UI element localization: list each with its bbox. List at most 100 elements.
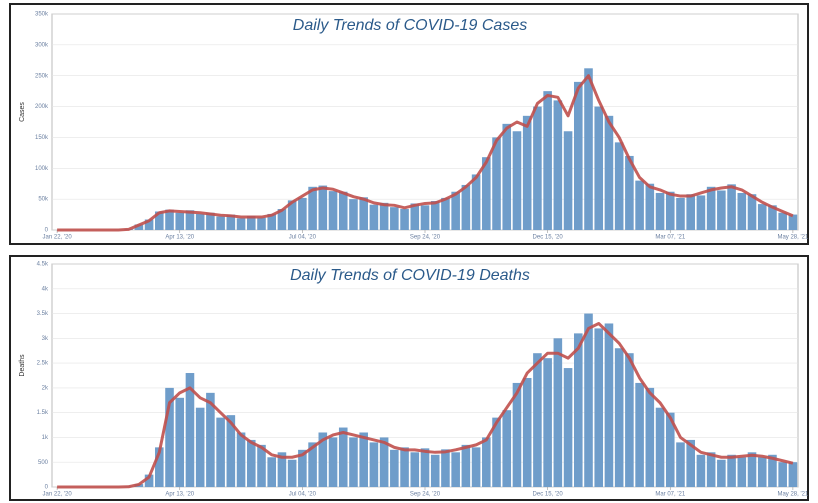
bar xyxy=(727,454,736,487)
bar xyxy=(727,184,736,230)
bar xyxy=(573,81,583,230)
x-tick-label: Mar 07, '21 xyxy=(655,235,685,241)
bar xyxy=(400,447,409,487)
bar xyxy=(195,213,205,230)
bar xyxy=(778,462,787,487)
bar xyxy=(502,123,512,230)
bar xyxy=(328,191,338,230)
bar xyxy=(737,192,747,230)
bar xyxy=(635,180,644,230)
x-tick-label: Sep 24, '20 xyxy=(410,235,441,241)
bar xyxy=(747,452,757,487)
y-tick-label: 1.5k xyxy=(37,410,49,416)
bar xyxy=(573,333,583,487)
bar xyxy=(686,194,695,230)
x-tick-label: Apr 13, '20 xyxy=(165,235,194,241)
y-tick-label: 2k xyxy=(42,385,49,391)
x-tick-label: Dec 15, '20 xyxy=(533,492,564,498)
bar xyxy=(757,204,767,230)
x-tick-label: Jan 22, '20 xyxy=(43,492,73,498)
bar xyxy=(533,353,542,487)
bar xyxy=(778,212,787,230)
bar xyxy=(287,459,297,487)
bar xyxy=(717,459,726,487)
bar xyxy=(420,448,430,487)
bar xyxy=(257,444,266,487)
bar xyxy=(400,209,409,230)
bar xyxy=(257,217,266,230)
bar xyxy=(390,449,399,487)
bar xyxy=(543,358,552,487)
bar xyxy=(165,387,174,487)
bar xyxy=(563,368,573,487)
bar xyxy=(451,452,460,487)
bar xyxy=(471,174,481,230)
bar xyxy=(206,212,215,230)
bar xyxy=(338,427,348,487)
bar xyxy=(451,191,460,230)
average-line xyxy=(57,74,794,232)
bar xyxy=(747,194,757,230)
bar xyxy=(379,437,389,487)
bar xyxy=(287,200,297,230)
bar xyxy=(308,442,317,487)
bar xyxy=(584,313,593,487)
y-axis-label: Deaths xyxy=(19,354,26,377)
bar xyxy=(614,348,624,487)
bar xyxy=(522,377,532,487)
bar xyxy=(563,131,573,230)
y-tick-label: 200k xyxy=(35,104,49,110)
bar xyxy=(165,209,174,230)
bar xyxy=(604,115,614,230)
bar xyxy=(318,432,328,487)
bar xyxy=(665,412,675,487)
bar xyxy=(369,442,379,487)
bar xyxy=(676,197,685,230)
y-tick-label: 3k xyxy=(42,336,49,342)
bar xyxy=(359,197,368,230)
y-tick-label: 2.5k xyxy=(37,361,49,367)
bar xyxy=(625,155,634,230)
bar xyxy=(492,417,501,487)
bar xyxy=(492,137,501,230)
bar xyxy=(195,407,205,487)
chart-title: Daily Trends of COVID-19 Deaths xyxy=(290,267,530,284)
bar xyxy=(420,205,430,230)
bar xyxy=(665,191,675,230)
bar xyxy=(706,186,716,230)
x-tick-label: Jul 04, '20 xyxy=(289,235,317,241)
bar xyxy=(676,442,685,487)
bar xyxy=(349,199,358,230)
bar xyxy=(359,432,368,487)
bar xyxy=(246,439,256,487)
x-tick-label: Sep 24, '20 xyxy=(410,492,441,498)
bar xyxy=(134,224,144,230)
bar xyxy=(482,157,491,230)
bar xyxy=(512,131,522,230)
bar xyxy=(543,91,552,231)
x-tick-label: Mar 07, '21 xyxy=(655,492,685,498)
bar xyxy=(144,219,154,230)
y-tick-label: 100k xyxy=(35,166,49,172)
bar xyxy=(267,213,277,230)
bar xyxy=(430,200,440,230)
y-tick-label: 0 xyxy=(45,485,49,491)
bar xyxy=(175,397,185,487)
bar xyxy=(369,204,379,230)
bar xyxy=(594,106,604,230)
bar xyxy=(267,457,277,487)
bar xyxy=(430,454,440,487)
bar xyxy=(441,449,450,487)
bar xyxy=(349,437,358,487)
chart-title: Daily Trends of COVID-19 Cases xyxy=(293,17,527,34)
bar xyxy=(757,457,767,487)
bar xyxy=(788,214,798,230)
bar xyxy=(737,457,747,487)
bar xyxy=(645,183,655,230)
bar xyxy=(328,437,338,487)
bar xyxy=(655,192,665,230)
bar xyxy=(686,439,695,487)
bar xyxy=(206,392,215,487)
x-tick-label: Apr 13, '20 xyxy=(165,492,194,498)
plot-area xyxy=(51,13,799,231)
